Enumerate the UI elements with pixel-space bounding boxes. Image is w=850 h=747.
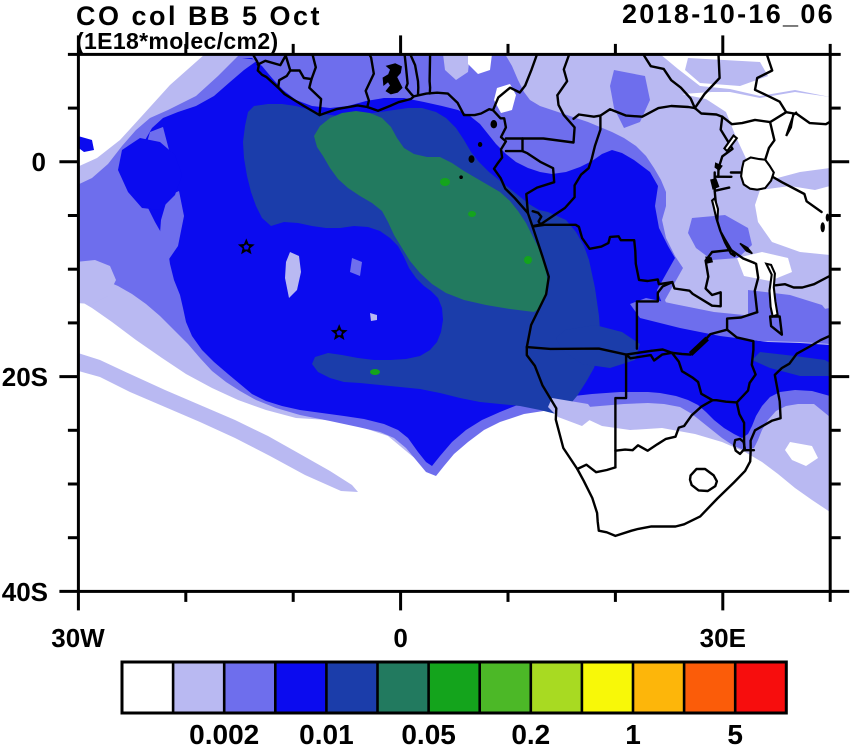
svg-text:2018-10-16_06: 2018-10-16_06 [622, 0, 835, 29]
svg-text:30E: 30E [700, 623, 746, 653]
svg-text:30W: 30W [51, 623, 105, 653]
svg-text:5: 5 [727, 719, 743, 747]
svg-text:0.01: 0.01 [299, 719, 354, 747]
svg-text:CO col BB 5 Oct: CO col BB 5 Oct [76, 1, 322, 31]
svg-text:(1E18*molec/cm2): (1E18*molec/cm2) [76, 28, 278, 54]
svg-text:0.002: 0.002 [189, 719, 259, 747]
svg-text:0: 0 [393, 623, 407, 653]
svg-text:0: 0 [32, 147, 46, 177]
svg-text:1: 1 [625, 719, 641, 747]
svg-text:40S: 40S [2, 577, 48, 607]
svg-text:0.05: 0.05 [401, 719, 456, 747]
svg-text:20S: 20S [2, 362, 48, 392]
svg-text:0.2: 0.2 [511, 719, 550, 747]
